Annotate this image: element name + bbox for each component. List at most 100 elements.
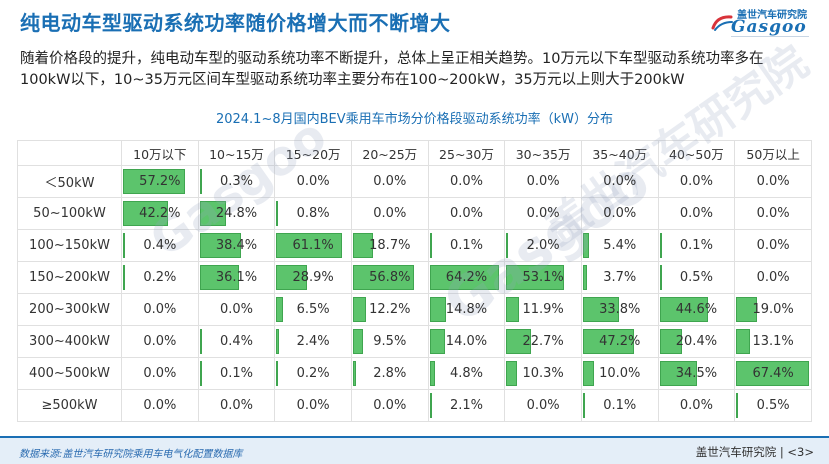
value-label: 2.4% [296, 334, 330, 349]
data-cell: 12.2% [350, 293, 429, 326]
value-bar [199, 329, 202, 354]
data-cell: 0.0% [197, 293, 276, 326]
value-bar [659, 297, 708, 322]
value-bar [276, 233, 343, 258]
value-label: 0.4% [143, 238, 177, 253]
value-label: 5.4% [603, 238, 637, 253]
value-label: 2.0% [526, 238, 560, 253]
data-cell: 0.0% [734, 197, 812, 230]
value-label: 0.0% [143, 302, 177, 317]
data-source: 数据来源:盖世汽车研究院乘用车电气化配置数据库 [19, 449, 243, 460]
value-bar [659, 329, 682, 354]
data-cell: 34.5% [657, 357, 736, 390]
value-label: 9.5% [373, 334, 407, 349]
value-bar [506, 297, 520, 322]
data-cell: 2.8% [350, 357, 429, 390]
table-row: 150~200kW 0.2% 36.1% 28.9% 56.8% 64.2% 53.1% 3.… [17, 261, 812, 294]
data-cell: 10.3% [504, 357, 582, 390]
value-label: 0.0% [679, 206, 713, 221]
value-bar [276, 361, 279, 386]
value-bar [199, 169, 202, 194]
data-cell: 0.0% [121, 293, 199, 326]
value-label: 12.2% [369, 302, 411, 317]
value-label: 0.2% [143, 270, 177, 285]
data-cell: 53.1% [504, 261, 582, 294]
data-cell: 10.0% [580, 357, 659, 390]
value-label: 3.7% [603, 270, 637, 285]
value-bar [123, 265, 125, 290]
value-label: 0.1% [219, 366, 253, 381]
power-distribution-table: 10万以下 10~15万 15~20万 20~25万 25~30万 30~35万… [17, 140, 812, 422]
value-label: 0.5% [679, 270, 713, 285]
data-cell: 0.0% [580, 165, 659, 198]
table-row: 400~500kW 0.0% 0.1% 0.2% 2.8% 4.8% 10.3% 10.0% 3… [17, 357, 812, 390]
value-bar [582, 393, 585, 418]
data-cell: 18.7% [350, 229, 429, 262]
value-label: 0.1% [603, 398, 637, 413]
data-cell: 0.4% [197, 325, 276, 358]
data-cell: 0.1% [657, 229, 736, 262]
value-bar [506, 329, 531, 354]
value-label: 0.0% [373, 174, 407, 189]
data-cell: 0.0% [734, 165, 812, 198]
col-header: 10万以下 [121, 140, 199, 166]
row-header: 300~400kW [17, 325, 122, 358]
value-label: 0.4% [219, 334, 253, 349]
value-bar [429, 297, 446, 322]
col-header: 40~50万 [657, 140, 736, 166]
gasgoo-logo: 盖世汽车研究院 Gasgoo [709, 6, 811, 40]
value-bar [276, 297, 284, 322]
footer-bar: 数据来源:盖世汽车研究院乘用车电气化配置数据库 盖世汽车研究院 | <3> [0, 436, 829, 464]
table-body: ＜50kW 57.2% 0.3% 0.0% 0.0% 0.0% 0.0% 0.0% 0.0% 0.… [17, 165, 812, 422]
logo-underline [731, 36, 809, 37]
value-bar [736, 329, 751, 354]
value-label: 61.1% [292, 238, 334, 253]
value-label: 0.2% [296, 366, 330, 381]
col-header: 25~30万 [427, 140, 506, 166]
data-cell: 57.2% [121, 165, 199, 198]
data-cell: 14.8% [427, 293, 506, 326]
value-bar [582, 233, 589, 258]
value-bar [276, 265, 308, 290]
page-number: <3> [787, 445, 814, 459]
data-cell: 47.2% [580, 325, 659, 358]
value-label: 0.0% [679, 398, 713, 413]
logo-en-text: Gasgoo [731, 17, 807, 37]
value-label: 0.0% [296, 174, 330, 189]
value-label: 0.0% [526, 174, 560, 189]
gasgoo-logo-icon [711, 15, 733, 31]
value-label: 20.4% [675, 334, 718, 349]
row-header: ≥500kW [17, 389, 122, 422]
value-label: 0.0% [526, 398, 560, 413]
data-cell: 9.5% [350, 325, 429, 358]
data-cell: 0.0% [274, 389, 352, 422]
data-cell: 33.8% [580, 293, 659, 326]
data-cell: 0.0% [504, 197, 582, 230]
table-title: 2024.1~8月国内BEV乘用车市场分价格段驱动系统功率（kW）分布 [215, 112, 614, 127]
data-cell: 28.9% [274, 261, 352, 294]
data-cell: 20.4% [657, 325, 736, 358]
data-cell: 2.4% [274, 325, 352, 358]
value-bar [429, 393, 432, 418]
value-label: 18.7% [369, 238, 411, 253]
value-bar [123, 201, 169, 226]
value-label: 22.7% [522, 334, 564, 349]
value-bar [352, 265, 415, 290]
value-label: 0.8% [296, 206, 330, 221]
value-bar [352, 233, 374, 258]
data-cell: 2.0% [504, 229, 582, 262]
value-bar [352, 297, 367, 322]
data-cell: 0.0% [734, 229, 812, 262]
value-label: 67.4% [752, 366, 794, 381]
value-label: 0.0% [526, 206, 560, 221]
data-cell: 56.8% [350, 261, 429, 294]
value-label: 56.8% [369, 270, 411, 285]
value-bar [123, 169, 185, 194]
data-cell: 0.0% [427, 197, 506, 230]
slide-title: 纯电动车型驱动系统功率随价格增大而不断增大 [20, 11, 451, 35]
data-cell: 11.9% [504, 293, 582, 326]
value-label: 47.2% [599, 334, 641, 349]
value-label: 0.0% [449, 174, 483, 189]
value-label: 0.0% [296, 398, 330, 413]
data-cell: 13.1% [734, 325, 812, 358]
